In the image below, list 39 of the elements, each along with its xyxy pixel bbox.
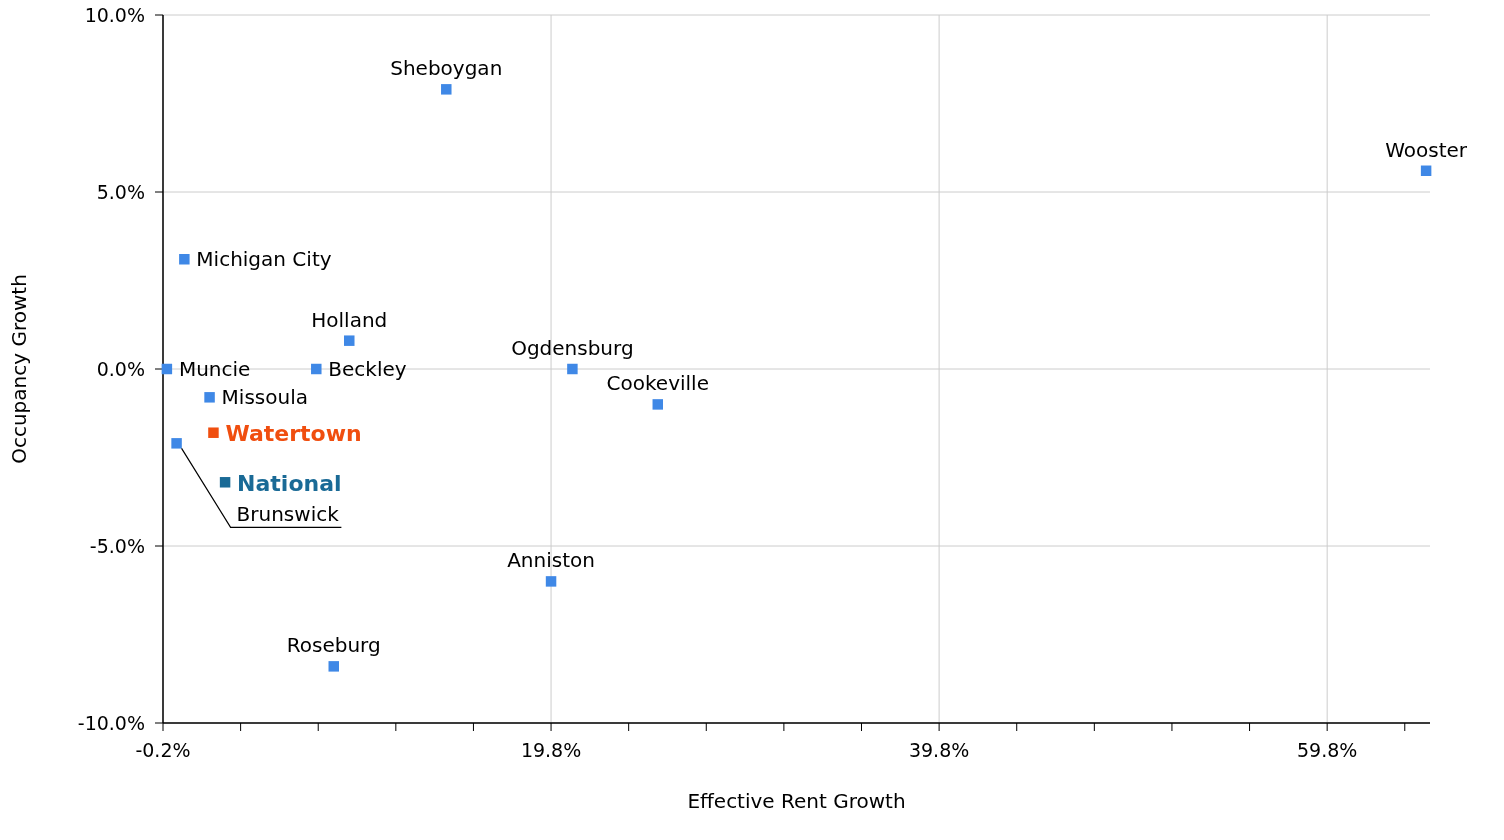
series-label: Muncie: [178, 357, 251, 381]
point: [171, 438, 182, 449]
point: [179, 254, 190, 265]
point: [219, 477, 231, 488]
series-label: Sheboygan: [390, 56, 503, 81]
point: [567, 363, 578, 375]
text: Brunswick: [236, 502, 340, 527]
x-tick-label: 39.8%: [908, 739, 970, 761]
series-label: Cookeville: [606, 371, 709, 396]
point: [161, 363, 173, 375]
y-tick-label: 5.0%: [96, 181, 145, 203]
point: [344, 335, 355, 346]
point: [204, 392, 215, 403]
series-label: National: [237, 470, 342, 496]
series-label: Holland: [311, 307, 388, 332]
series-label: Michigan City: [196, 247, 332, 272]
y-tick-label: 0.0%: [96, 358, 145, 380]
point: [328, 661, 339, 672]
series-label: Roseburg: [286, 633, 381, 658]
point: [311, 363, 322, 375]
series-label: Beckley: [328, 357, 407, 381]
y-tick-label: -10.0%: [77, 712, 145, 734]
x-tick-label: -0.2%: [135, 739, 191, 761]
point: [1420, 165, 1432, 176]
series-label: Wooster: [1385, 137, 1468, 162]
x-tick-label: 19.8%: [520, 739, 582, 761]
point: [441, 84, 452, 95]
point: [652, 399, 664, 410]
point: [208, 427, 219, 438]
x-tick-label: 59.8%: [1296, 739, 1358, 761]
series-label: Missoula: [221, 385, 308, 410]
series-label: Anniston: [507, 548, 595, 573]
y-tick-label: 10.0%: [84, 4, 145, 26]
series-label: Watertown: [225, 421, 362, 447]
series-label: Ogdensburg: [511, 336, 634, 360]
y-tick-label: -5.0%: [89, 535, 145, 557]
point: [545, 576, 557, 587]
y-axis-title: Occupancy Growth: [7, 274, 31, 464]
x-axis-title: Effective Rent Growth: [687, 789, 906, 813]
